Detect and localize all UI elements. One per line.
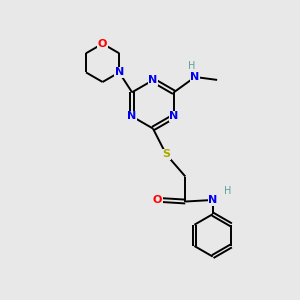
Text: H: H	[188, 61, 196, 71]
Text: H: H	[224, 186, 231, 196]
Text: O: O	[98, 39, 107, 49]
Text: N: N	[128, 111, 137, 122]
Text: N: N	[115, 68, 124, 77]
Text: N: N	[148, 75, 158, 85]
Text: O: O	[153, 195, 162, 205]
Text: N: N	[208, 195, 217, 205]
Text: S: S	[162, 149, 170, 159]
Text: N: N	[190, 72, 200, 82]
Text: N: N	[169, 111, 178, 122]
